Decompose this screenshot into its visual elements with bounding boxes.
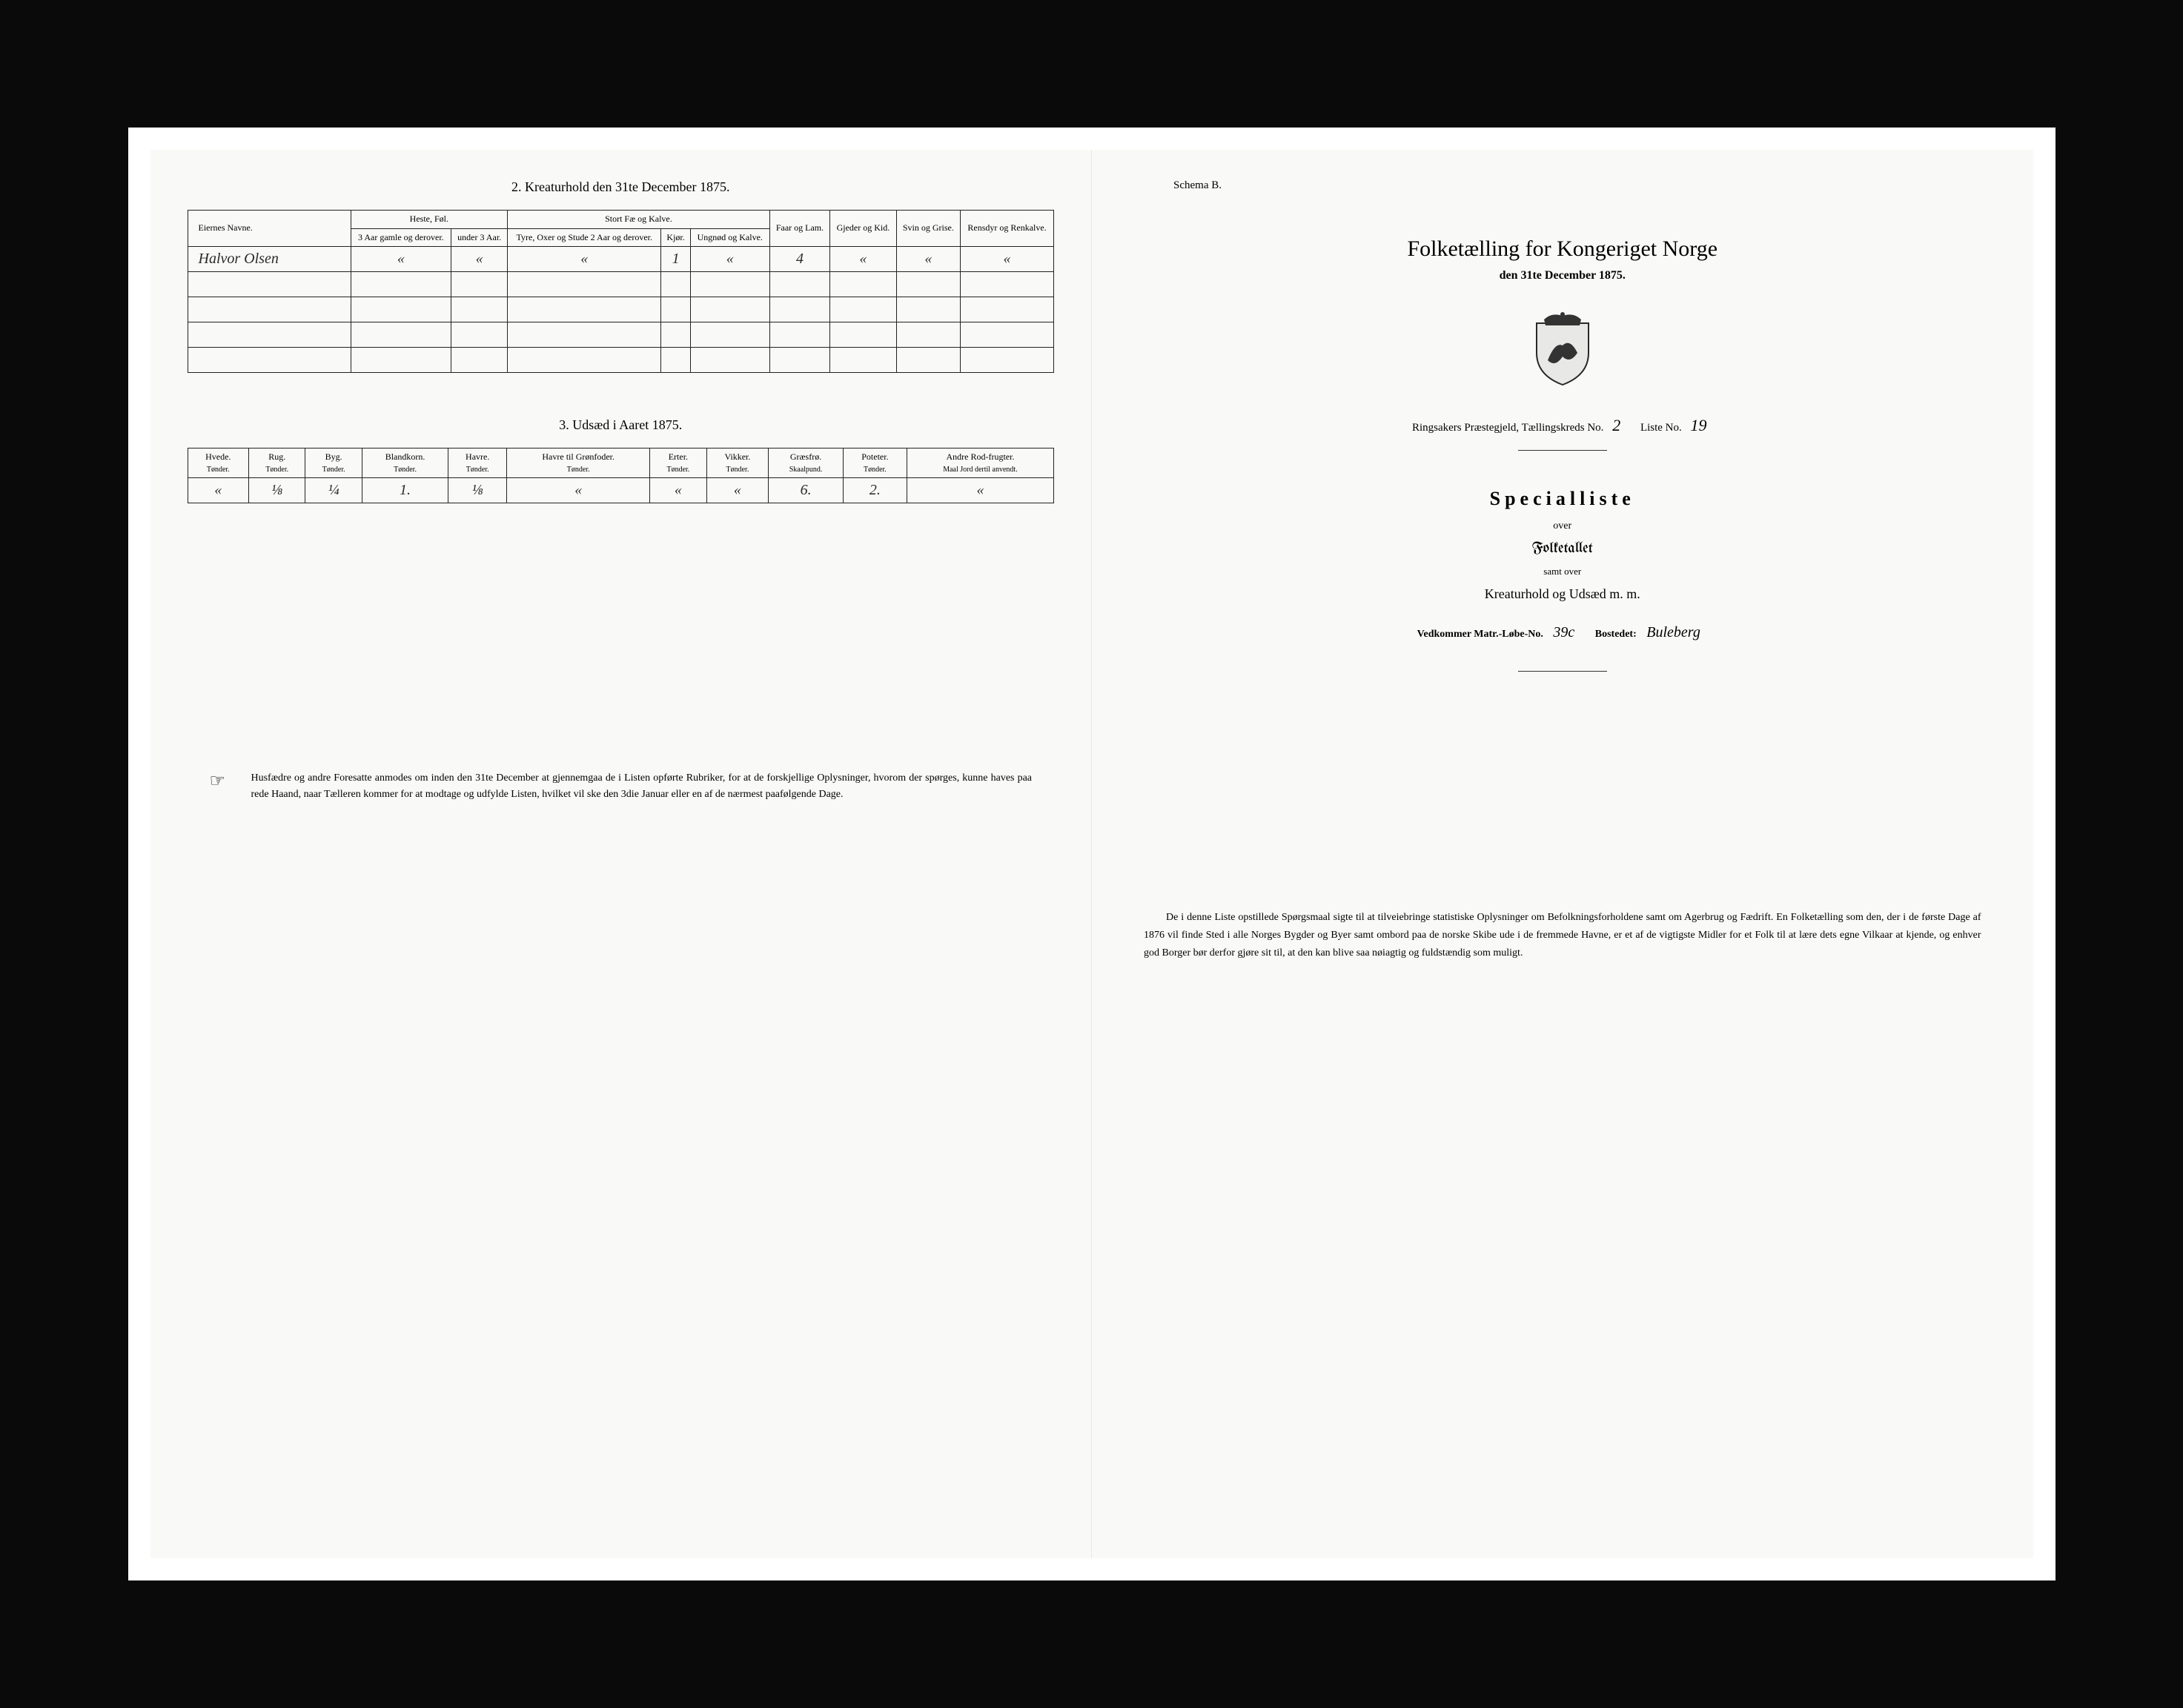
cell-rug: ⅛ [249,477,305,503]
vedkommer-label: Vedkommer Matr.-Løbe-No. [1417,629,1543,640]
livestock-table: Eiernes Navne. Heste, Føl. Stort Fæ og K… [188,210,1055,373]
col-bland: Blandkorn.Tønder. [362,448,448,478]
cell-h2: « [451,247,508,272]
cell-h1: « [351,247,451,272]
colgroup-heste: Heste, Føl. [351,211,508,229]
subcol-heste2: under 3 Aar. [451,228,508,247]
bosted-label: Bostedet: [1595,629,1637,640]
cell-graes: 6. [769,477,844,503]
bottom-paragraph: De i denne Liste opstillede Spørgsmaal s… [1129,909,1996,961]
col-vikker: Vikker.Tønder. [706,448,769,478]
col-owner: Eiernes Navne. [188,211,351,247]
cell-gjeder: « [830,247,896,272]
cell-vikker: « [706,477,769,503]
matr-no: 39c [1546,624,1582,640]
liste-no: 19 [1685,416,1713,434]
main-title: Folketælling for Kongeriget Norge [1129,236,1996,262]
footnote-text: Husfædre og andre Foresatte anmodes om i… [251,770,1033,804]
cell-poteter: 2. [843,477,907,503]
pointing-hand-icon: ☞ [210,770,239,792]
subcol-stort3: Ungnød og Kalve. [690,228,769,247]
cell-s3: « [690,247,769,272]
cell-faar: 4 [769,247,830,272]
kreds-no: 2 [1606,416,1626,434]
schema-label: Schema B. [1173,179,1996,192]
table-row: Halvor Olsen « « « 1 « 4 « « « [188,247,1054,272]
specialliste-title: Specialliste [1129,488,1996,510]
parish-line: Ringsakers Præstegjeld, Tællingskreds No… [1129,416,1996,435]
col-graes: Græsfrø.Skaalpund. [769,448,844,478]
over-label: over [1129,520,1996,532]
footnote-block: ☞ Husfædre og andre Foresatte anmodes om… [188,770,1055,804]
col-svin: Svin og Grise. [896,211,961,247]
bosted-value: Buleberg [1639,624,1708,640]
kreatur-line: Kreaturhold og Udsæd m. m. [1129,586,1996,602]
sub-title: den 31te December 1875. [1129,269,1996,282]
col-rug: Rug.Tønder. [249,448,305,478]
cell-s1: « [508,247,661,272]
col-gjeder: Gjeder og Kid. [830,211,896,247]
table-row: « ⅛ ¼ 1. ⅛ « « « 6. 2. « [188,477,1054,503]
section-3-title: 3. Udsæd i Aaret 1875. [188,417,1055,433]
table-row [188,322,1054,348]
table-row [188,297,1054,322]
cell-andre: « [907,477,1053,503]
samt-label: samt over [1129,566,1996,577]
cell-svin: « [896,247,961,272]
subcol-heste1: 3 Aar gamle og derover. [351,228,451,247]
folketallet-label: Folketallet [1129,541,1996,557]
cell-owner: Halvor Olsen [188,247,351,272]
cell-byg: ¼ [305,477,362,503]
divider [1518,450,1607,451]
cell-erter: « [650,477,706,503]
col-faar: Faar og Lam. [769,211,830,247]
colgroup-stort: Stort Fæ og Kalve. [508,211,770,229]
document-spread: 2. Kreaturhold den 31te December 1875. E… [150,150,2033,1558]
seed-table: Hvede.Tønder. Rug.Tønder. Byg.Tønder. Bl… [188,448,1055,503]
parish-prefix: Ringsakers Præstegjeld, Tællingskreds No… [1412,422,1603,434]
cell-havre: ⅛ [448,477,507,503]
liste-label: Liste No. [1640,422,1682,434]
section-2-title: 2. Kreaturhold den 31te December 1875. [188,179,1055,195]
cell-bland: 1. [362,477,448,503]
left-page: 2. Kreaturhold den 31te December 1875. E… [150,150,1093,1558]
col-byg: Byg.Tønder. [305,448,362,478]
cell-rensdyr: « [961,247,1054,272]
col-havre: Havre.Tønder. [448,448,507,478]
coat-of-arms-icon [1529,312,1596,386]
cell-havreg: « [507,477,650,503]
cell-s2: 1 [661,247,690,272]
col-erter: Erter.Tønder. [650,448,706,478]
col-havreg: Havre til Grønfoder.Tønder. [507,448,650,478]
subcol-stort1: Tyre, Oxer og Stude 2 Aar og derover. [508,228,661,247]
scan-frame: 2. Kreaturhold den 31te December 1875. E… [128,128,2056,1580]
vedkommer-line: Vedkommer Matr.-Løbe-No. 39c Bostedet: B… [1129,624,1996,641]
divider [1518,671,1607,672]
col-rensdyr: Rensdyr og Renkalve. [961,211,1054,247]
subcol-stort2: Kjør. [661,228,690,247]
cell-hvede: « [188,477,249,503]
table-row [188,272,1054,297]
col-andre: Andre Rod-frugter.Maal Jord dertil anven… [907,448,1053,478]
table-row [188,348,1054,373]
right-page: Schema B. Folketælling for Kongeriget No… [1092,150,2033,1558]
col-hvede: Hvede.Tønder. [188,448,249,478]
col-poteter: Poteter.Tønder. [843,448,907,478]
